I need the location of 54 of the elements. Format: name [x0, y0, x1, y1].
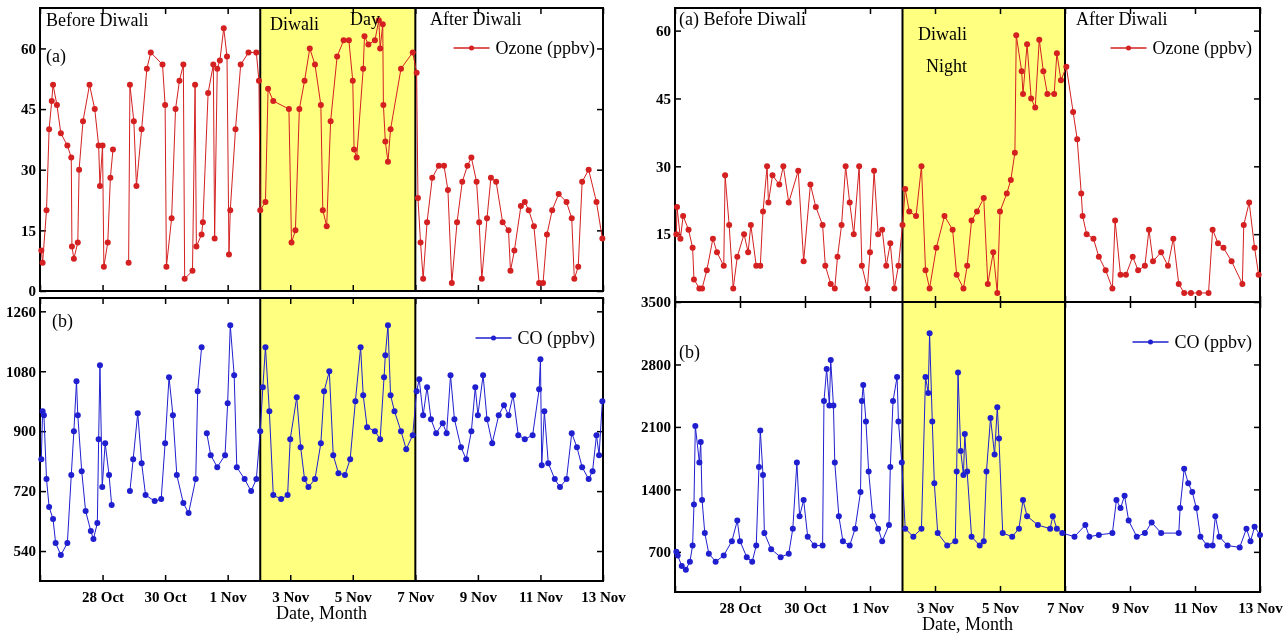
x-tick-label: 3 Nov: [916, 599, 955, 616]
x-tick-label: 28 Oct: [82, 588, 125, 605]
annotation: (a): [46, 46, 66, 67]
y-tick-label: 15: [21, 222, 36, 239]
y-tick-label: 2800: [641, 356, 671, 373]
annotation: (b): [52, 311, 73, 332]
x-tick-label: 30 Oct: [784, 599, 827, 616]
x-tick-label: 5 Nov: [981, 599, 1020, 616]
annotation: (b): [679, 342, 700, 363]
legend-label: Ozone (ppbv): [1152, 38, 1252, 59]
annotation: (a) Before Diwali: [679, 9, 806, 30]
annotation: Diwali: [270, 14, 319, 34]
annotation: After Diwali: [430, 9, 522, 29]
x-tick-label: 9 Nov: [1111, 599, 1150, 616]
legend-label: Ozone (ppbv): [495, 38, 595, 59]
x-tick-label: 30 Oct: [144, 588, 187, 605]
annotation: Night: [926, 56, 968, 76]
annotation: Before Diwali: [46, 10, 149, 30]
y-tick-label: 0: [28, 283, 36, 300]
x-tick-label: 7 Nov: [397, 588, 435, 605]
annotation: Day: [350, 9, 380, 29]
y-tick-label: 60: [656, 22, 671, 39]
x-tick-label: 11 Nov: [1173, 599, 1218, 616]
x-tick-label: 9 Nov: [459, 588, 498, 605]
y-tick-label: 45: [21, 101, 36, 118]
x-tick-label: 11 Nov: [519, 588, 564, 605]
y-tick-label: 2100: [641, 419, 671, 436]
x-tick-label: 28 Oct: [719, 599, 762, 616]
legend-label: CO (ppbv): [517, 328, 595, 349]
y-tick-label: 45: [656, 90, 671, 107]
y-tick-label: 1260: [6, 303, 36, 320]
x-tick-label: 5 Nov: [334, 588, 373, 605]
y-tick-label: 1080: [6, 363, 36, 380]
x-tick-label: 1 Nov: [209, 588, 248, 605]
y-tick-label: 15: [656, 226, 671, 243]
x-tick-label: 13 Nov: [581, 588, 627, 605]
y-tick-label: 720: [13, 483, 36, 500]
legend-label: CO (ppbv): [1174, 332, 1252, 353]
x-axis-title: Date, Month: [276, 603, 367, 623]
x-tick-label: 7 Nov: [1046, 599, 1085, 616]
y-tick-label: 30: [21, 162, 36, 179]
y-tick-label: 3500: [641, 294, 671, 311]
y-tick-label: 540: [13, 543, 36, 560]
x-axis-title: Date, Month: [922, 614, 1013, 634]
annotation: Diwali: [918, 24, 967, 44]
y-tick-label: 30: [656, 158, 671, 175]
x-tick-label: 3 Nov: [272, 588, 310, 605]
x-tick-label: 1 Nov: [851, 599, 890, 616]
x-tick-label: 13 Nov: [1238, 599, 1284, 616]
y-tick-label: 700: [648, 544, 671, 561]
y-tick-label: 900: [13, 423, 36, 440]
y-tick-label: 60: [21, 40, 36, 57]
y-tick-label: 1400: [641, 481, 671, 498]
annotation: After Diwali: [1076, 9, 1168, 29]
